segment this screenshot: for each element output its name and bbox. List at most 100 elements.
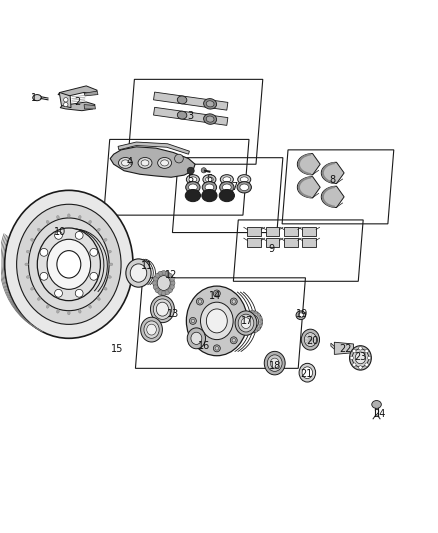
Ellipse shape [150, 296, 174, 322]
Text: 9: 9 [268, 244, 274, 254]
Text: 13: 13 [167, 309, 180, 319]
Polygon shape [334, 342, 353, 354]
Ellipse shape [243, 311, 262, 333]
Ellipse shape [67, 311, 70, 315]
Circle shape [75, 289, 83, 297]
Polygon shape [321, 186, 344, 207]
Ellipse shape [189, 177, 197, 182]
Ellipse shape [243, 324, 246, 327]
Ellipse shape [259, 324, 262, 327]
Polygon shape [302, 238, 316, 247]
Polygon shape [265, 228, 279, 236]
Polygon shape [297, 154, 320, 175]
Text: 8: 8 [329, 175, 335, 185]
Ellipse shape [130, 264, 147, 282]
Ellipse shape [304, 333, 317, 346]
Ellipse shape [177, 111, 187, 119]
Text: 22: 22 [339, 344, 351, 354]
Ellipse shape [238, 314, 254, 332]
Ellipse shape [168, 288, 173, 293]
Circle shape [191, 319, 194, 322]
Ellipse shape [67, 214, 70, 217]
Circle shape [359, 346, 362, 350]
Circle shape [198, 338, 201, 342]
Ellipse shape [5, 190, 133, 338]
Ellipse shape [267, 355, 282, 372]
Ellipse shape [206, 101, 214, 107]
Ellipse shape [260, 320, 263, 324]
Text: 2: 2 [74, 97, 81, 107]
Circle shape [196, 337, 203, 344]
Ellipse shape [158, 290, 162, 295]
Ellipse shape [88, 305, 92, 308]
Ellipse shape [170, 277, 174, 281]
Ellipse shape [264, 351, 285, 375]
Ellipse shape [355, 352, 366, 364]
Ellipse shape [37, 228, 100, 301]
Polygon shape [321, 162, 344, 183]
Polygon shape [84, 91, 98, 96]
Ellipse shape [251, 310, 254, 313]
Text: 16: 16 [198, 341, 210, 351]
Ellipse shape [147, 324, 156, 335]
Ellipse shape [186, 175, 199, 184]
Ellipse shape [138, 157, 152, 168]
Ellipse shape [108, 251, 111, 253]
Ellipse shape [161, 160, 169, 166]
Polygon shape [247, 238, 261, 247]
Ellipse shape [202, 189, 217, 201]
Ellipse shape [88, 221, 92, 224]
Ellipse shape [237, 182, 251, 193]
Ellipse shape [158, 157, 172, 168]
Ellipse shape [298, 313, 304, 318]
Circle shape [232, 338, 236, 342]
Circle shape [215, 346, 219, 350]
Text: 3: 3 [187, 111, 194, 122]
Text: 15: 15 [110, 344, 123, 354]
Circle shape [55, 289, 63, 297]
Text: 12: 12 [165, 270, 177, 280]
Ellipse shape [46, 305, 49, 308]
Ellipse shape [46, 221, 49, 224]
Ellipse shape [254, 329, 258, 333]
Ellipse shape [17, 204, 121, 325]
Ellipse shape [57, 310, 59, 313]
Ellipse shape [247, 315, 258, 329]
Ellipse shape [203, 175, 216, 184]
Ellipse shape [206, 116, 214, 122]
Ellipse shape [104, 239, 107, 241]
Ellipse shape [157, 276, 170, 290]
Ellipse shape [299, 364, 316, 382]
Ellipse shape [158, 271, 162, 276]
Ellipse shape [296, 311, 306, 320]
Ellipse shape [223, 177, 231, 182]
Ellipse shape [372, 400, 381, 408]
Circle shape [196, 298, 203, 305]
Polygon shape [60, 102, 95, 111]
Ellipse shape [187, 328, 205, 349]
Ellipse shape [186, 182, 200, 193]
Text: 5: 5 [187, 174, 194, 184]
Ellipse shape [78, 310, 81, 313]
Ellipse shape [238, 175, 251, 184]
Ellipse shape [257, 313, 260, 316]
Polygon shape [302, 228, 316, 236]
Circle shape [201, 168, 206, 173]
Ellipse shape [153, 285, 157, 289]
Ellipse shape [350, 346, 371, 370]
Ellipse shape [170, 285, 174, 289]
Ellipse shape [301, 329, 320, 350]
Ellipse shape [259, 317, 262, 319]
Circle shape [365, 363, 368, 366]
Ellipse shape [118, 157, 132, 168]
Ellipse shape [141, 160, 149, 166]
Ellipse shape [171, 281, 175, 285]
Ellipse shape [242, 320, 245, 324]
Polygon shape [265, 238, 279, 247]
Ellipse shape [188, 184, 197, 191]
Ellipse shape [121, 160, 129, 166]
Ellipse shape [153, 271, 174, 295]
Ellipse shape [177, 96, 187, 104]
Ellipse shape [38, 297, 41, 300]
Ellipse shape [302, 367, 313, 378]
